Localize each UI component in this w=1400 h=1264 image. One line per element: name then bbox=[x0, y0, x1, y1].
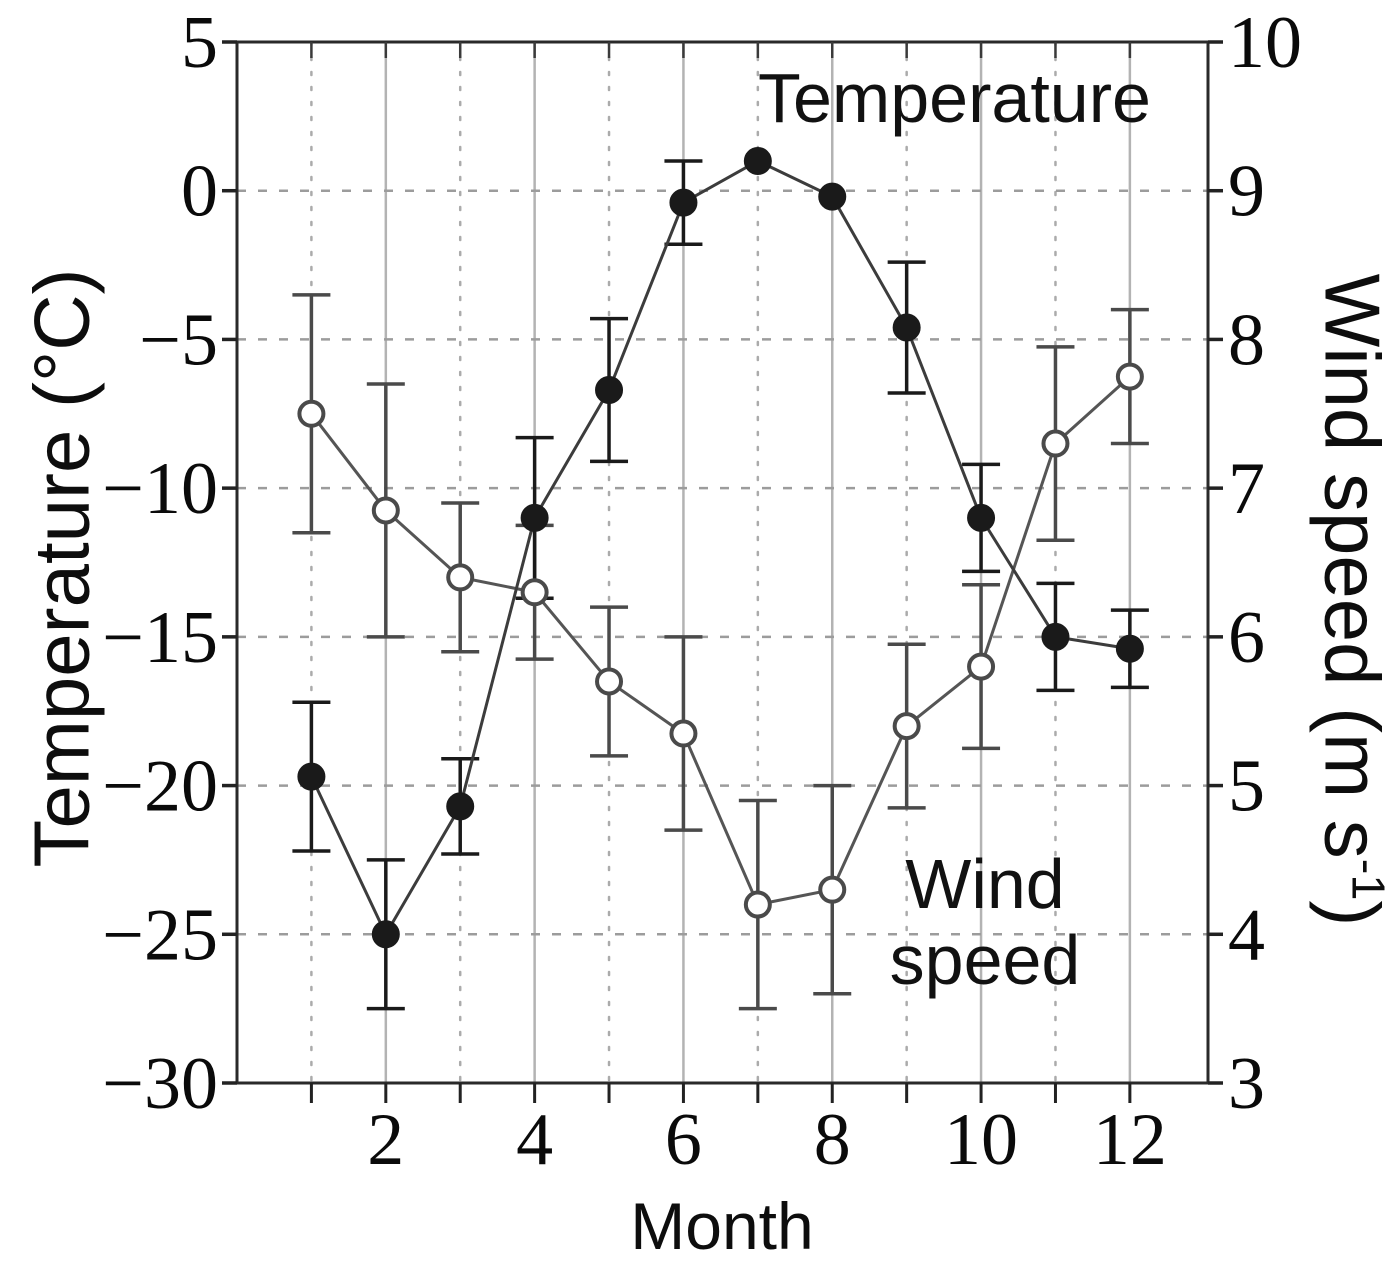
x-tick-label: 10 bbox=[944, 1099, 1018, 1181]
plot-border bbox=[235, 40, 1210, 1085]
wind-point bbox=[743, 890, 772, 919]
temp-point bbox=[371, 920, 400, 949]
wind-point bbox=[1041, 429, 1070, 458]
wind-speed-annotation-line2: speed bbox=[889, 921, 1081, 999]
right-tick-label: 5 bbox=[1228, 746, 1265, 828]
temp-point bbox=[595, 375, 624, 404]
wind-point bbox=[669, 719, 698, 748]
wind-point bbox=[892, 712, 921, 741]
left-axis-title: Temperature (°C) bbox=[17, 268, 106, 868]
right-tick-label: 3 bbox=[1228, 1043, 1265, 1125]
right-tick-label: 4 bbox=[1228, 894, 1265, 976]
x-tick-label: 4 bbox=[516, 1099, 553, 1181]
left-tick-label: −25 bbox=[102, 894, 218, 976]
temperature-series-annotation: Temperature bbox=[758, 59, 1151, 137]
temp-point bbox=[967, 503, 996, 532]
left-tick-label: −30 bbox=[102, 1043, 218, 1125]
temp-point bbox=[669, 188, 698, 217]
x-tick-label: 12 bbox=[1093, 1099, 1167, 1181]
temp-point bbox=[892, 313, 921, 342]
wind-speed-annotation-line1: Wind bbox=[905, 845, 1065, 923]
left-tick-label: −15 bbox=[102, 597, 218, 679]
right-tick-label: 6 bbox=[1228, 597, 1265, 679]
temp-point bbox=[818, 182, 847, 211]
wind-point bbox=[446, 563, 475, 592]
right-tick-label: 9 bbox=[1228, 151, 1265, 233]
temp-point bbox=[297, 762, 326, 791]
temp-point bbox=[1041, 622, 1070, 651]
temperature-line bbox=[310, 159, 1131, 936]
right-tick-label: 8 bbox=[1228, 299, 1265, 381]
left-tick-label: 5 bbox=[181, 2, 218, 84]
right-axis-title-superscript: -1 bbox=[1342, 858, 1395, 901]
wind-speed-line bbox=[310, 375, 1131, 907]
x-tick-label: 2 bbox=[367, 1099, 404, 1181]
left-tick-label: 0 bbox=[181, 151, 218, 233]
x-tick-label: 6 bbox=[665, 1099, 702, 1181]
left-tick-label: −5 bbox=[139, 299, 218, 381]
wind-point bbox=[1115, 362, 1144, 391]
x-axis-title: Month bbox=[630, 1189, 814, 1263]
left-tick-label: −10 bbox=[102, 448, 218, 530]
wind-point bbox=[520, 578, 549, 607]
wind-speed-series-annotation: Wind speed bbox=[890, 846, 1081, 998]
wind-point bbox=[297, 399, 326, 428]
right-axis-title-text: Wind speed (m s bbox=[1308, 273, 1397, 859]
right-tick-label: 10 bbox=[1228, 2, 1302, 84]
temp-point bbox=[446, 792, 475, 821]
temp-point bbox=[520, 503, 549, 532]
wind-point bbox=[371, 496, 400, 525]
temp-point bbox=[1115, 634, 1144, 663]
right-axis-title: Wind speed (m s-1) bbox=[1307, 274, 1398, 927]
right-axis-title-suffix: ) bbox=[1308, 900, 1397, 927]
temp-point bbox=[743, 146, 772, 175]
wind-point bbox=[595, 667, 624, 696]
left-tick-label: −20 bbox=[102, 746, 218, 828]
x-tick-label: 8 bbox=[814, 1099, 851, 1181]
wind-point bbox=[818, 875, 847, 904]
right-tick-label: 7 bbox=[1228, 448, 1265, 530]
wind-point bbox=[967, 652, 996, 681]
